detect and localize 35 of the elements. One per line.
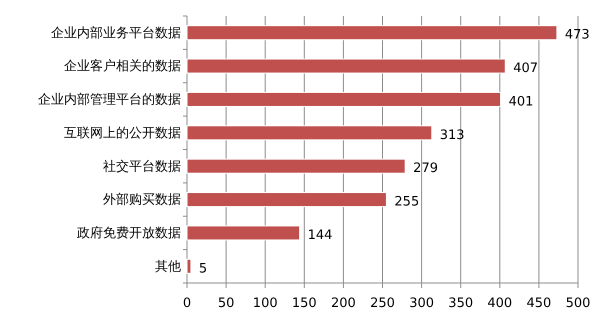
data-label: 473 xyxy=(564,28,590,43)
y-tick-label: 其他 xyxy=(155,259,181,274)
bar xyxy=(186,92,502,107)
x-tick-label: 500 xyxy=(566,296,590,312)
x-tick-label: 50 xyxy=(218,296,234,312)
data-label: 279 xyxy=(413,161,438,176)
x-tick-label: 250 xyxy=(370,296,395,312)
y-tick-label: 互联网上的公开数据 xyxy=(64,126,181,141)
x-tick-label: 150 xyxy=(292,296,317,312)
bar xyxy=(186,158,406,174)
x-tick-label: 450 xyxy=(526,296,552,312)
bar xyxy=(186,58,506,74)
x-tick-label: 0 xyxy=(182,296,192,312)
x-tick-label: 200 xyxy=(330,296,356,312)
x-tick-label: 300 xyxy=(409,296,434,312)
data-label: 401 xyxy=(508,94,534,110)
y-tick-label: 企业客户相关的数据 xyxy=(64,58,181,74)
y-tick-label: 外部购买数据 xyxy=(103,192,181,208)
x-tick-label: 400 xyxy=(487,296,512,312)
data-label: 144 xyxy=(308,228,332,243)
y-tick-label: 社交平台数据 xyxy=(103,158,181,174)
x-tick-label: 100 xyxy=(252,296,278,312)
data-label: 255 xyxy=(394,194,420,210)
bar xyxy=(186,258,192,274)
data-label: 407 xyxy=(513,61,538,76)
y-tick-label: 企业内部管理平台的数据 xyxy=(38,92,181,108)
y-tick-label: 政府免费开放数据 xyxy=(77,225,181,242)
data-label: 313 xyxy=(440,128,465,143)
data-label: 5 xyxy=(198,261,208,276)
bar xyxy=(186,25,558,40)
x-tick-label: 350 xyxy=(448,296,474,312)
bar xyxy=(186,192,387,208)
bar xyxy=(186,225,300,240)
y-tick-label: 企业内部业务平台数据 xyxy=(51,26,181,41)
bar xyxy=(186,125,432,140)
